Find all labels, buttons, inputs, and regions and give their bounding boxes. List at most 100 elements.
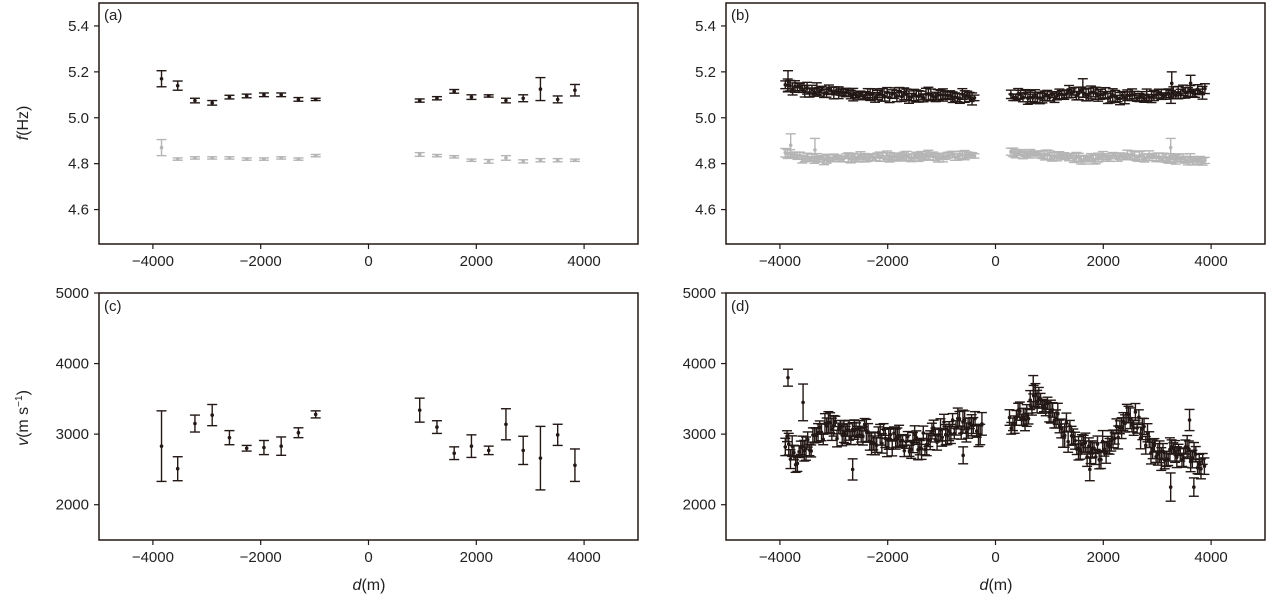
data-point	[1182, 434, 1193, 460]
panel-a-ylabel: f(Hz)	[15, 106, 32, 141]
data-point	[1189, 441, 1200, 461]
panel-a-marks	[156, 70, 580, 164]
data-point	[466, 434, 477, 459]
data-point	[172, 157, 183, 161]
y-tick-label: 3000	[56, 426, 89, 443]
x-tick-label: −4000	[132, 253, 174, 270]
panel-b: (b) −4000 −2000 0 2000 4000 4.6 4.8 5.0 5.2 5.4	[695, 2, 1266, 270]
data-point	[224, 94, 235, 100]
data-point	[276, 156, 287, 160]
data-point	[569, 158, 580, 163]
data-point	[483, 94, 494, 98]
x-tick-label: 0	[364, 549, 372, 566]
data-point	[782, 70, 793, 93]
data-point	[1165, 89, 1176, 105]
x-tick-label: 4000	[1194, 253, 1227, 270]
data-point	[172, 80, 183, 91]
data-point	[466, 158, 477, 163]
data-point	[258, 92, 269, 98]
panel-b-marks	[780, 70, 1210, 166]
data-point	[414, 397, 425, 423]
data-point	[207, 99, 218, 106]
y-tick-label: 5000	[683, 285, 716, 302]
panel-a: (a) −4000 −2000 0 2000 4000 4.64.85.05.25.4 …	[15, 2, 639, 270]
x-tick-label: −4000	[132, 549, 174, 566]
panel-c-label: (c)	[104, 298, 122, 315]
data-point	[916, 437, 927, 461]
data-point	[500, 154, 511, 161]
data-point	[1164, 437, 1175, 462]
data-point	[207, 156, 218, 160]
data-point	[1185, 74, 1196, 93]
y-tick-label: 5000	[56, 285, 89, 302]
data-point	[1077, 78, 1088, 98]
data-point	[241, 444, 252, 452]
x-tick-label: 4000	[1194, 549, 1227, 566]
data-point	[976, 411, 987, 436]
data-point	[156, 410, 167, 483]
panel-c-yticks: 2000 3000 4000 5000	[56, 285, 99, 514]
panel-c-marks	[156, 397, 580, 491]
data-point	[969, 153, 980, 159]
y-tick-label: 4.6	[695, 202, 716, 219]
data-point	[258, 439, 269, 456]
data-point	[500, 408, 511, 441]
panel-c-frame	[98, 292, 639, 541]
data-point	[483, 445, 494, 456]
data-point	[310, 410, 321, 419]
x-tick-label: 0	[991, 549, 999, 566]
data-point	[890, 428, 901, 450]
panel-d-yticks: 2000 3000 4000 5000	[683, 285, 726, 514]
data-point	[431, 153, 442, 158]
y-tick-label: 5.2	[695, 64, 716, 81]
panel-d-xlabel: d(m)	[980, 577, 1013, 594]
data-point	[1049, 92, 1060, 104]
panel-c-xlabel: d(m)	[353, 577, 386, 594]
panel-b-frame	[725, 2, 1266, 245]
data-point	[431, 420, 442, 435]
data-point	[847, 458, 858, 481]
panel-b-label: (b)	[731, 7, 749, 24]
x-tick-label: −4000	[759, 549, 801, 566]
data-point	[569, 448, 580, 483]
data-point	[276, 436, 287, 457]
data-point	[1165, 137, 1176, 158]
data-point	[172, 456, 183, 482]
data-point	[276, 92, 287, 98]
y-tick-label: 4.8	[695, 156, 716, 173]
data-point	[945, 90, 956, 101]
data-point	[431, 95, 442, 101]
data-point	[224, 429, 235, 446]
data-point	[293, 427, 304, 439]
data-point	[500, 97, 511, 104]
data-point	[1028, 374, 1039, 395]
data-point	[310, 97, 321, 102]
y-tick-label: 2000	[683, 497, 716, 514]
data-point	[1184, 408, 1195, 432]
data-point	[782, 430, 793, 443]
x-tick-label: 2000	[460, 549, 493, 566]
panel-d-frame	[725, 292, 1266, 541]
panel-d-marks	[780, 368, 1210, 502]
panel-a-yticks: 4.6 4.8 5.0 5.2 5.4	[68, 18, 99, 219]
data-point	[310, 153, 321, 158]
x-tick-label: −2000	[867, 253, 909, 270]
data-point	[449, 88, 460, 94]
data-point	[552, 423, 563, 447]
panel-a-frame	[98, 2, 639, 245]
data-point	[1063, 430, 1074, 453]
data-point	[189, 414, 200, 433]
y-tick-label: 4000	[56, 356, 89, 373]
data-point	[1123, 405, 1134, 424]
x-tick-label: 4000	[567, 549, 600, 566]
data-point	[241, 93, 252, 99]
data-point	[466, 94, 477, 101]
data-point	[958, 446, 969, 465]
data-point	[224, 156, 235, 160]
data-point	[518, 159, 529, 164]
data-point	[1199, 457, 1210, 476]
y-tick-label: 2000	[56, 497, 89, 514]
data-point	[483, 158, 494, 164]
panel-d-xticks: −4000 −2000 0 2000 4000	[759, 540, 1228, 566]
